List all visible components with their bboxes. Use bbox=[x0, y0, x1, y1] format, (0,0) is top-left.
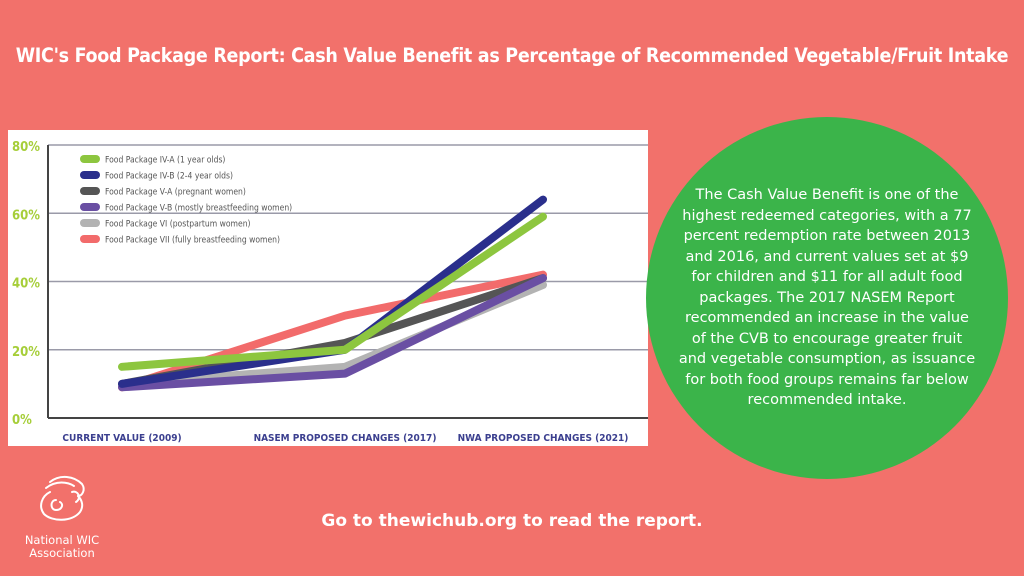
y-tick-label: 80% bbox=[12, 140, 40, 155]
x-tick-label: NWA PROPOSED CHANGES (2021) bbox=[458, 433, 629, 444]
info-text: The Cash Value Benefit is one of the hig… bbox=[678, 187, 976, 409]
legend-label: Food Package VI (postpartum women) bbox=[105, 220, 251, 230]
y-tick-label: 0% bbox=[12, 413, 32, 428]
legend-label: Food Package IV-B (2-4 year olds) bbox=[105, 172, 233, 182]
y-tick-label: 40% bbox=[12, 277, 40, 292]
legend-label: Food Package VII (fully breastfeeding wo… bbox=[105, 236, 280, 246]
legend-swatch bbox=[80, 187, 100, 195]
chart-svg: 0% 20% 40% 60% 80% CURRENT VALUE (2009) NASEM … bbox=[12, 140, 648, 444]
x-tick-label: NASEM PROPOSED CHANGES (2017) bbox=[254, 433, 437, 444]
legend-swatch bbox=[80, 155, 100, 163]
legend-swatch bbox=[80, 171, 100, 179]
page-title: WIC's Food Package Report: Cash Value Be… bbox=[15, 44, 1009, 67]
line-chart: 0% 20% 40% 60% 80% CURRENT VALUE (2009) NASEM … bbox=[8, 130, 648, 446]
legend-label: Food Package V-B (mostly breastfeeding w… bbox=[105, 204, 292, 214]
y-tick-label: 60% bbox=[12, 208, 40, 223]
info-circle: The Cash Value Benefit is one of the hig… bbox=[646, 117, 1008, 479]
legend-swatch bbox=[80, 203, 100, 211]
x-tick-label: CURRENT VALUE (2009) bbox=[62, 433, 181, 444]
logo-name-line2: Association bbox=[29, 546, 95, 560]
y-tick-label: 20% bbox=[12, 345, 40, 360]
report-link-text[interactable]: Go to thewichub.org to read the report. bbox=[321, 511, 703, 531]
logo-name-line1: National WIC bbox=[24, 533, 100, 547]
legend-label: Food Package V-A (pregnant women) bbox=[105, 188, 246, 198]
legend-label: Food Package IV-A (1 year olds) bbox=[105, 156, 225, 166]
nwa-logo: National WIC Association bbox=[12, 470, 112, 560]
mother-child-logo-icon bbox=[40, 476, 85, 521]
legend-swatch bbox=[80, 235, 100, 243]
legend-swatch bbox=[80, 219, 100, 227]
